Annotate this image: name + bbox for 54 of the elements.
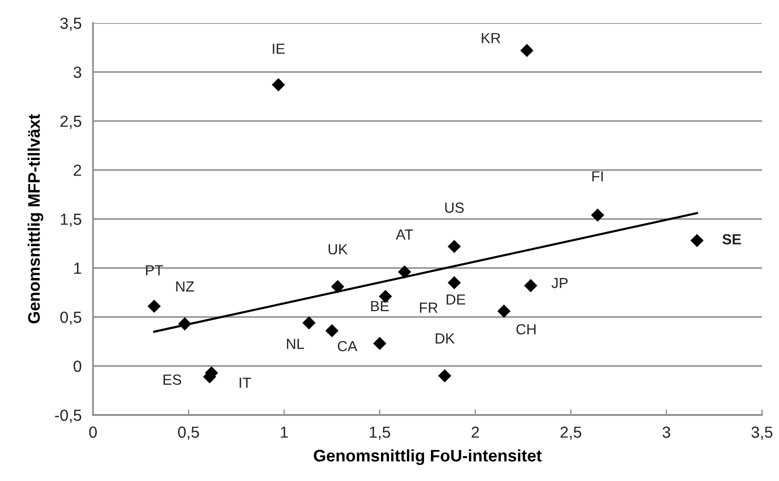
annotation: US <box>445 202 464 213</box>
point <box>448 240 461 254</box>
annotation: DE <box>446 294 466 305</box>
y-axis-title: Genomsnittlig MFP-tillväxt <box>28 114 44 324</box>
point <box>325 324 339 338</box>
point <box>690 234 704 248</box>
y-tick-label: 0 <box>74 360 82 372</box>
annotation: DK <box>436 333 455 344</box>
x-axis-title: Genomsnittlig FoU-intensitet <box>314 449 542 465</box>
x-tick-label: 1,5 <box>370 426 390 440</box>
y-tick-label: 0,5 <box>60 312 82 325</box>
annotation: NL <box>286 338 304 349</box>
point <box>520 44 534 58</box>
annotation: FR <box>420 302 438 313</box>
y-tick-label: 1 <box>74 262 82 274</box>
y-tick-label: 3,5 <box>60 18 82 31</box>
y-tick-label: 2,5 <box>60 116 82 129</box>
annotation: SE <box>722 234 741 244</box>
annotation: IE <box>272 44 285 54</box>
x-tick-label: 2,5 <box>560 426 582 440</box>
point <box>524 279 538 292</box>
point <box>438 369 452 382</box>
point <box>591 208 604 222</box>
point <box>272 78 285 92</box>
point <box>331 280 344 294</box>
annotation: CH <box>516 324 536 334</box>
point <box>373 336 386 350</box>
annotation: IT <box>240 378 251 388</box>
annotation: UK <box>328 244 348 254</box>
x-tick-label: 2 <box>472 426 479 438</box>
annotation: JP <box>552 278 568 288</box>
point <box>148 300 161 313</box>
x-tick-label: 0 <box>89 426 97 438</box>
y-tick-label: 1,5 <box>60 214 82 227</box>
x-tick-label: 0,5 <box>178 426 200 440</box>
point <box>448 276 461 290</box>
annotation: FI <box>592 171 603 182</box>
point <box>178 317 192 330</box>
annotation: ES <box>164 374 182 385</box>
point <box>302 316 316 330</box>
annotation: PT <box>146 265 164 276</box>
x-tick-label: 3,5 <box>752 426 772 440</box>
annotation: CA <box>338 340 358 352</box>
annotation: KR <box>482 33 500 44</box>
annotation: NZ <box>176 281 194 292</box>
x-tick-label: 1 <box>280 426 288 438</box>
annotation: BE <box>371 301 389 312</box>
x-tick-label: 3 <box>662 426 670 438</box>
y-tick-label: -0,5 <box>55 410 82 423</box>
y-tick-label: 2 <box>74 164 82 176</box>
annotation: AT <box>396 230 414 240</box>
point <box>398 265 412 279</box>
y-tick-label: 3 <box>74 66 82 78</box>
point <box>497 304 511 318</box>
